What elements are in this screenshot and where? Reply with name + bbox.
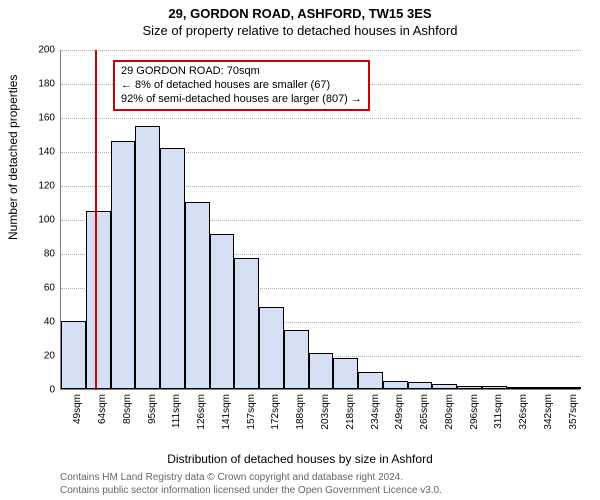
x-tick-label: 296sqm <box>469 394 480 434</box>
callout-line: 29 GORDON ROAD: 70sqm <box>121 65 362 79</box>
x-tick-label: 280sqm <box>444 394 455 434</box>
page-title: 29, GORDON ROAD, ASHFORD, TW15 3ES <box>0 6 600 21</box>
x-tick-label: 49sqm <box>72 394 83 434</box>
x-tick-label: 311sqm <box>493 394 504 434</box>
x-axis-label: Distribution of detached houses by size … <box>0 452 600 466</box>
y-tick-label: 0 <box>25 385 55 396</box>
x-tick-label: 157sqm <box>246 394 257 434</box>
histogram-bar <box>111 141 136 389</box>
histogram-bar <box>160 148 185 389</box>
y-tick-label: 80 <box>25 249 55 260</box>
x-tick-label: 111sqm <box>171 394 182 434</box>
histogram-bar <box>333 358 358 389</box>
histogram-bar <box>284 330 309 390</box>
histogram-bar <box>507 387 532 389</box>
callout-line: 92% of semi-detached houses are larger (… <box>121 93 362 107</box>
histogram-bar <box>383 381 408 390</box>
histogram-bar <box>432 384 457 389</box>
x-tick-label: 126sqm <box>196 394 207 434</box>
x-tick-label: 203sqm <box>320 394 331 434</box>
histogram-bar <box>86 211 111 390</box>
y-tick-label: 140 <box>25 147 55 158</box>
plot-area: 29 GORDON ROAD: 70sqm← 8% of detached ho… <box>60 50 580 390</box>
y-axis-label: Number of detached properties <box>6 75 20 240</box>
footer-line-1: Contains HM Land Registry data © Crown c… <box>60 472 403 483</box>
y-tick-label: 180 <box>25 79 55 90</box>
histogram-chart: 29 GORDON ROAD: 70sqm← 8% of detached ho… <box>60 50 580 430</box>
y-tick-label: 160 <box>25 113 55 124</box>
y-tick-label: 200 <box>25 45 55 56</box>
x-tick-label: 218sqm <box>345 394 356 434</box>
x-tick-label: 357sqm <box>568 394 579 434</box>
y-tick-label: 120 <box>25 181 55 192</box>
property-marker-line <box>95 50 97 390</box>
x-tick-label: 249sqm <box>394 394 405 434</box>
x-tick-label: 141sqm <box>221 394 232 434</box>
histogram-bar <box>531 387 556 389</box>
histogram-bar <box>185 202 210 389</box>
histogram-bar <box>135 126 160 390</box>
y-tick-label: 60 <box>25 283 55 294</box>
footer-line-2: Contains public sector information licen… <box>60 485 442 496</box>
gridline <box>61 50 581 51</box>
histogram-bar <box>61 321 86 389</box>
y-tick-label: 20 <box>25 351 55 362</box>
gridline <box>61 118 581 119</box>
page-subtitle: Size of property relative to detached ho… <box>0 23 600 38</box>
histogram-bar <box>309 353 334 389</box>
histogram-bar <box>234 258 259 389</box>
x-tick-label: 80sqm <box>122 394 133 434</box>
x-tick-label: 326sqm <box>518 394 529 434</box>
callout-box: 29 GORDON ROAD: 70sqm← 8% of detached ho… <box>113 60 370 111</box>
histogram-bar <box>259 307 284 389</box>
x-tick-label: 234sqm <box>370 394 381 434</box>
x-tick-label: 95sqm <box>147 394 158 434</box>
histogram-bar <box>408 382 433 389</box>
x-tick-label: 64sqm <box>97 394 108 434</box>
histogram-bar <box>556 387 581 389</box>
x-tick-label: 265sqm <box>419 394 430 434</box>
x-tick-label: 188sqm <box>295 394 306 434</box>
callout-line: ← 8% of detached houses are smaller (67) <box>121 79 362 93</box>
histogram-bar <box>358 372 383 389</box>
y-tick-label: 40 <box>25 317 55 328</box>
x-tick-label: 342sqm <box>543 394 554 434</box>
x-tick-label: 172sqm <box>270 394 281 434</box>
y-tick-label: 100 <box>25 215 55 226</box>
histogram-bar <box>482 386 507 389</box>
histogram-bar <box>457 386 482 389</box>
histogram-bar <box>210 234 235 389</box>
